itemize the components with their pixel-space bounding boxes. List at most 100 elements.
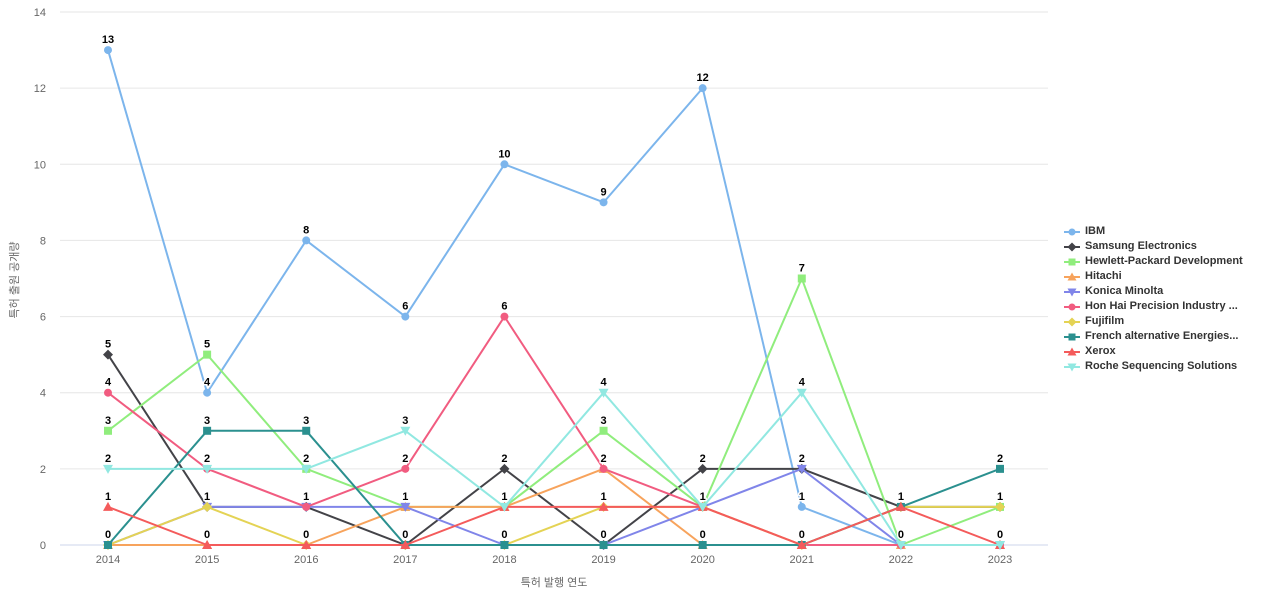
data-label: 1 <box>105 491 111 503</box>
legend-label: Hewlett-Packard Development <box>1085 255 1243 267</box>
circle-marker[interactable] <box>104 46 112 55</box>
circle-marker[interactable] <box>104 388 112 397</box>
series-line-hewlett-packard-development <box>107 277 1001 546</box>
legend-item-roche-sequencing-solutions[interactable]: Roche Sequencing Solutions <box>1064 359 1243 374</box>
square-marker[interactable] <box>104 426 112 435</box>
circle-marker[interactable] <box>599 198 608 207</box>
y-tick-label: 10 <box>34 159 46 171</box>
data-label: 1 <box>303 491 309 503</box>
square-marker[interactable] <box>302 426 311 435</box>
y-axis-title: 특허 출원 공개량 <box>9 241 21 319</box>
square-marker[interactable] <box>203 350 212 359</box>
diamond-marker[interactable] <box>499 463 510 474</box>
circle-marker[interactable] <box>302 236 311 245</box>
triangle-down-marker[interactable] <box>697 502 708 512</box>
legend-item-samsung-electronics[interactable]: Samsung Electronics <box>1064 239 1243 254</box>
series-ibm[interactable] <box>104 46 1004 549</box>
legend-item-ibm[interactable]: IBM <box>1064 224 1243 239</box>
legend-diamond-icon[interactable] <box>1067 242 1077 251</box>
square-marker[interactable] <box>996 464 1004 473</box>
legend-circle-icon[interactable] <box>1068 228 1076 235</box>
legend-circle-icon[interactable] <box>1068 303 1076 310</box>
square-marker[interactable] <box>797 274 806 283</box>
xerox-legend-marker-icon <box>1064 347 1080 355</box>
legend-triangle-down-icon[interactable] <box>1067 288 1077 296</box>
triangle-down-marker[interactable] <box>796 388 807 398</box>
triangle-marker[interactable] <box>796 540 807 549</box>
fujifilm-legend-marker-icon <box>1064 317 1080 326</box>
series-line-roche-sequencing-solutions <box>107 391 1001 546</box>
data-label: 2 <box>303 453 309 465</box>
legend-triangle-icon[interactable] <box>1067 272 1077 280</box>
triangle-down-marker[interactable] <box>499 502 510 512</box>
triangle-down-marker[interactable] <box>103 464 113 474</box>
data-label: 1 <box>799 491 805 503</box>
diamond-marker[interactable] <box>103 349 113 360</box>
data-label: 8 <box>303 224 309 236</box>
square-marker[interactable] <box>599 541 608 549</box>
data-label: 0 <box>204 529 210 541</box>
legend-square-icon[interactable] <box>1068 333 1076 340</box>
triangle-marker[interactable] <box>103 501 113 511</box>
circle-marker[interactable] <box>500 160 509 169</box>
legend-label: Konica Minolta <box>1085 285 1164 297</box>
triangle-marker[interactable] <box>301 540 312 549</box>
legend-item-xerox[interactable]: Xerox <box>1064 344 1243 359</box>
square-marker[interactable] <box>203 426 212 435</box>
circle-marker[interactable] <box>698 84 707 93</box>
diamond-marker[interactable] <box>995 501 1005 512</box>
diamond-marker[interactable] <box>202 501 213 512</box>
data-label: 3 <box>600 415 606 427</box>
circle-marker[interactable] <box>203 388 212 397</box>
triangle-down-marker[interactable] <box>995 541 1005 550</box>
triangle-marker[interactable] <box>202 540 213 549</box>
triangle-down-marker[interactable] <box>202 464 213 474</box>
circle-marker[interactable] <box>401 464 410 473</box>
data-label: 3 <box>402 415 408 427</box>
triangle-down-marker[interactable] <box>598 388 609 398</box>
series-hon-hai-precision-industry[interactable] <box>104 312 1004 549</box>
circle-marker[interactable] <box>599 464 608 473</box>
triangle-down-marker[interactable] <box>400 426 411 436</box>
x-tick-label: 2016 <box>294 554 318 566</box>
legend-triangle-down-icon[interactable] <box>1067 363 1077 371</box>
data-label: 13 <box>102 34 114 46</box>
circle-marker[interactable] <box>797 502 806 511</box>
legend-triangle-icon[interactable] <box>1067 347 1077 355</box>
legend-item-hewlett-packard-development[interactable]: Hewlett-Packard Development <box>1064 254 1243 269</box>
legend-item-french-alternative-energies[interactable]: French alternative Energies... <box>1064 329 1243 344</box>
roche-sequencing-solutions-legend-marker-icon <box>1064 363 1080 371</box>
triangle-marker[interactable] <box>400 540 411 549</box>
data-label: 0 <box>105 529 111 541</box>
triangle-down-marker[interactable] <box>796 464 807 474</box>
circle-marker[interactable] <box>302 502 311 511</box>
triangle-down-marker[interactable] <box>895 541 906 550</box>
legend-diamond-icon[interactable] <box>1067 317 1077 326</box>
triangle-down-marker[interactable] <box>301 464 312 474</box>
series-roche-sequencing-solutions[interactable] <box>103 388 1005 550</box>
series-line-fujifilm <box>107 505 1001 546</box>
square-marker[interactable] <box>500 541 509 549</box>
triangle-down-marker[interactable] <box>400 502 411 512</box>
data-label: 1 <box>402 491 408 503</box>
legend-label: Hitachi <box>1085 270 1122 282</box>
data-label: 0 <box>402 529 408 541</box>
square-marker[interactable] <box>599 426 608 435</box>
circle-marker[interactable] <box>401 312 410 321</box>
data-label: 3 <box>204 415 210 427</box>
triangle-marker[interactable] <box>598 501 609 511</box>
series-layer <box>103 46 1005 550</box>
circle-marker[interactable] <box>500 312 509 321</box>
legend-label: Samsung Electronics <box>1085 240 1197 252</box>
diamond-marker[interactable] <box>697 463 708 474</box>
data-label: 0 <box>898 529 904 541</box>
square-marker[interactable] <box>698 541 707 549</box>
legend-square-icon[interactable] <box>1068 258 1076 265</box>
square-marker[interactable] <box>104 541 112 549</box>
legend-item-hon-hai-precision-industry[interactable]: Hon Hai Precision Industry ... <box>1064 299 1243 314</box>
legend-item-fujifilm[interactable]: Fujifilm <box>1064 314 1243 329</box>
legend-item-hitachi[interactable]: Hitachi <box>1064 269 1243 284</box>
series-fujifilm[interactable] <box>103 501 1005 550</box>
triangle-marker[interactable] <box>895 501 906 511</box>
legend-item-konica-minolta[interactable]: Konica Minolta <box>1064 284 1243 299</box>
